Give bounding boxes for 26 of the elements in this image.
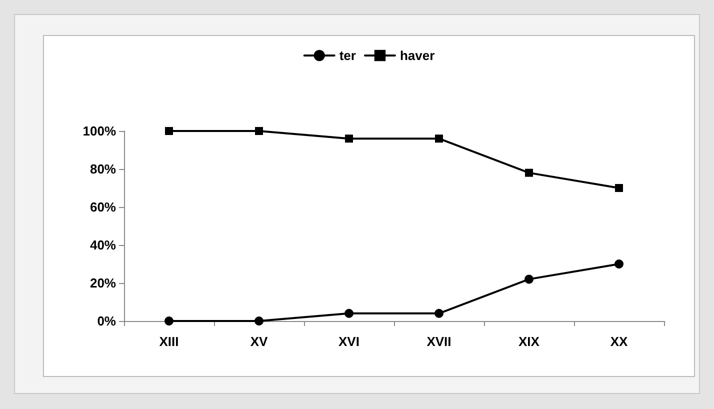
point bbox=[165, 127, 173, 135]
point bbox=[525, 168, 533, 177]
y-tick-label: 20% bbox=[90, 276, 116, 290]
x-tick-label: XX bbox=[610, 334, 628, 349]
y-tick-label: 80% bbox=[90, 162, 116, 176]
point bbox=[164, 316, 174, 326]
point bbox=[615, 184, 623, 192]
point bbox=[344, 308, 354, 318]
x-tick-label: XVI bbox=[338, 334, 360, 349]
legend-label: ter bbox=[339, 48, 356, 63]
x-tick-label: XIX bbox=[518, 334, 540, 349]
y-tick-label: 60% bbox=[90, 200, 116, 214]
y-tick-label: 40% bbox=[90, 238, 116, 252]
y-tick-label: 0% bbox=[97, 314, 116, 328]
point bbox=[345, 134, 353, 143]
point bbox=[434, 308, 444, 318]
point bbox=[254, 316, 264, 326]
point bbox=[435, 134, 443, 143]
x-tick-label: XVII bbox=[426, 334, 452, 349]
x-tick-label: XV bbox=[250, 334, 268, 349]
legend-label: haver bbox=[400, 48, 435, 63]
point bbox=[614, 260, 624, 268]
point bbox=[524, 274, 534, 284]
x-tick-label: XIII bbox=[159, 334, 179, 349]
point bbox=[255, 127, 263, 135]
y-tick-label: 100% bbox=[82, 124, 116, 138]
